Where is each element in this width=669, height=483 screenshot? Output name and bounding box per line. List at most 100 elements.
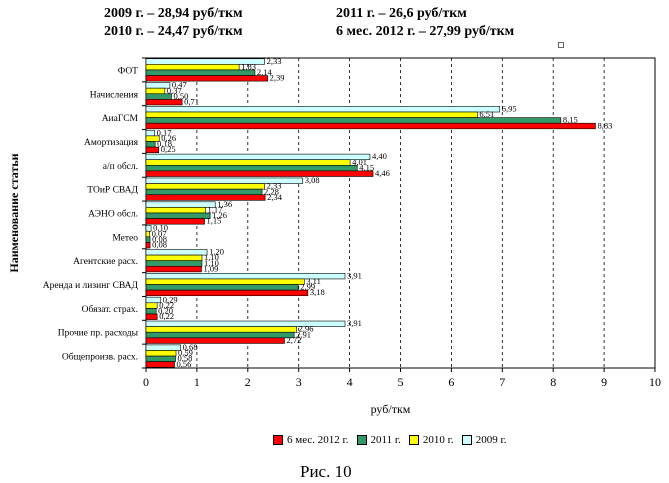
bar-2 [145,254,203,261]
bar-3 [145,69,256,76]
category-label: Аренда и лизинг СВАД [43,281,139,291]
x-tick-label: 10 [649,375,661,389]
category-label: ТОиР СВАД [87,186,138,196]
bar-4 [145,242,151,249]
bar-3 [145,188,263,196]
legend-swatch [273,435,283,445]
bar-4 [145,194,266,201]
bar-2 [145,207,206,214]
header-2010: 2010 г. – 24,47 руб/ткм [104,24,243,39]
category-label: Агентские расх. [73,257,138,267]
data-label: 1,10 [204,258,219,268]
data-label: 0,20 [158,305,173,315]
data-label: 0,47 [172,80,187,90]
data-label: 1,09 [203,263,218,273]
category-label: ФОТ [118,66,138,76]
bar-2 [145,87,166,95]
data-label: 2,91 [296,329,311,339]
category-label: Амортизация [84,138,139,148]
data-label: 0,25 [161,144,176,154]
data-label: 1,15 [207,216,222,226]
data-label: 2,28 [264,186,279,196]
bar-2 [145,278,305,285]
bar-1 [145,129,155,137]
header-2011: 2011 г. – 26,6 руб/ткм [336,6,467,21]
x-tick-label: 7 [499,375,505,389]
bar-3 [145,236,151,243]
legend-swatch [356,435,367,445]
bar-3 [145,93,172,100]
data-label: 4,15 [359,162,374,172]
legend-label: 2009 г. [475,434,507,446]
data-label: 1,17 [208,205,223,215]
data-label: 2,14 [257,67,273,77]
x-tick-label: 1 [194,375,200,389]
bar-4 [145,337,285,344]
bar-2 [145,350,177,357]
header-2012-half: 6 мес. 2012 г. – 27,99 руб/ткм [336,24,515,39]
bar-1 [145,106,501,113]
bar-3 [145,308,157,315]
data-label: 3,18 [310,287,325,297]
bar-1 [145,249,208,256]
legend-item: 2010 г. [408,434,454,446]
legend-item: 2011 г. [356,434,401,446]
legend-swatch [461,435,472,445]
bar-3 [145,284,299,291]
bar-2 [145,326,297,333]
data-label: 0,58 [178,353,193,363]
data-label: 2,72 [286,335,301,345]
bar-4 [145,289,309,297]
category-label: АЭНО обсл. [88,209,138,220]
data-label: 0,10 [153,223,168,233]
bar-2 [145,230,150,238]
category-label: Прочие пр. расходы [58,329,139,339]
legend-label: 2011 г. [370,434,401,446]
data-label: 3,11 [306,276,321,286]
data-label: 0,22 [159,311,174,321]
bar-3 [145,212,211,219]
bar-2 [145,111,478,118]
x-tick-label: 4 [347,375,353,389]
data-label: 1,36 [217,199,232,209]
data-label: 2,99 [300,282,315,292]
data-label: 0,56 [177,359,192,369]
bar-3 [145,260,203,267]
data-label: 0,50 [173,91,188,101]
bar-3 [145,141,156,148]
chart-legend: 6 мес. 2012 г. 2011 г. 2010 г. 2009 г. [273,434,514,446]
data-label: 6,51 [479,109,494,119]
data-label: 2,33 [267,181,282,191]
bar-3 [145,355,176,362]
category-label: Обязат. страх. [82,304,138,315]
y-axis-title: Наименование статьи [7,153,21,272]
x-tick-label: 0 [143,375,149,389]
bar-1 [145,225,152,232]
bar-4 [145,265,202,273]
category-label: Общепроизв. расх. [62,352,138,363]
data-label: 0,37 [167,85,182,95]
legend-item: 2009 г. [461,434,507,446]
category-label: АиаГСМ [102,114,139,124]
bar-2 [145,159,351,166]
data-label: 0,22 [159,300,174,310]
data-label: 6,95 [502,104,517,114]
bar-1 [145,153,371,161]
bar-3 [145,331,295,339]
legend-item: 6 мес. 2012 г. [273,434,349,446]
data-label: 0,08 [152,240,167,250]
x-tick-label: 8 [550,375,556,389]
data-label: 1,20 [209,247,224,257]
data-label: 0,71 [184,96,199,106]
bar-4 [145,313,158,320]
bar-2 [145,302,158,309]
bar-1 [145,320,346,327]
x-tick-label: 6 [448,375,454,389]
bar-3 [145,117,562,124]
x-axis-title: руб/ткм [371,402,411,416]
data-label: 3,08 [305,175,320,185]
data-label: 0,59 [178,348,193,358]
header-2009: 2009 г. – 28,94 руб/ткм [104,6,243,21]
data-label: 2,39 [270,73,285,83]
